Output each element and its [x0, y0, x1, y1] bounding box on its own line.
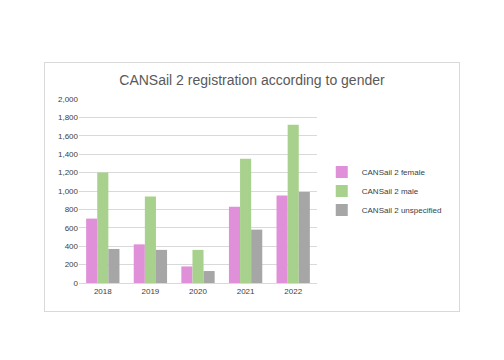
svg-text:2022: 2022: [284, 287, 302, 296]
svg-text:1,600: 1,600: [58, 132, 79, 141]
svg-text:1,200: 1,200: [58, 168, 79, 177]
svg-text:2018: 2018: [94, 287, 112, 296]
svg-text:CANSail 2 unspecified: CANSail 2 unspecified: [362, 206, 442, 215]
svg-text:1,400: 1,400: [58, 150, 79, 159]
svg-text:2,000: 2,000: [58, 95, 79, 104]
svg-text:CANSail 2 registration accordi: CANSail 2 registration according to gend…: [119, 72, 385, 88]
svg-text:CANSail 2 male: CANSail 2 male: [362, 187, 419, 196]
svg-text:2020: 2020: [189, 287, 207, 296]
svg-text:800: 800: [65, 205, 79, 214]
svg-text:200: 200: [65, 260, 79, 269]
svg-text:1,800: 1,800: [58, 113, 79, 122]
svg-text:400: 400: [65, 242, 79, 251]
svg-text:1,000: 1,000: [58, 187, 79, 196]
svg-text:2021: 2021: [237, 287, 255, 296]
svg-text:0: 0: [74, 279, 79, 288]
svg-text:CANSail 2 female: CANSail 2 female: [362, 168, 426, 177]
svg-text:600: 600: [65, 224, 79, 233]
svg-text:2019: 2019: [142, 287, 160, 296]
